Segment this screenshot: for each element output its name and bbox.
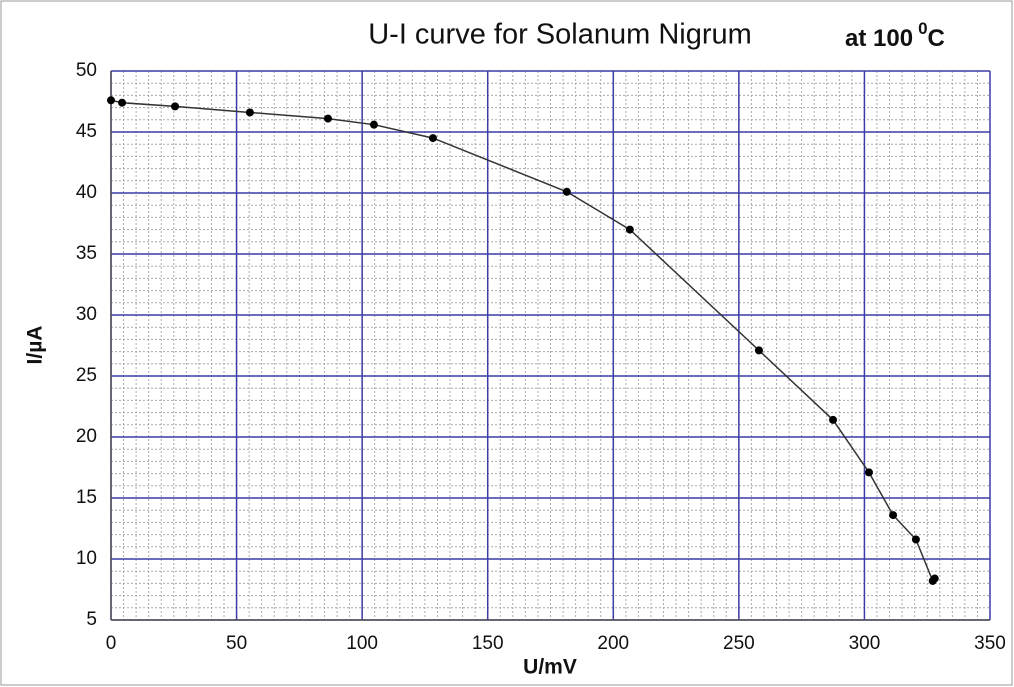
temperature-text: at 100 bbox=[845, 25, 913, 52]
point bbox=[118, 98, 127, 107]
y-tick-label: 25 bbox=[76, 365, 97, 386]
chart-title: U-I curve for Solanum Nigrum bbox=[368, 19, 752, 51]
y-tick-label: 15 bbox=[76, 487, 97, 508]
point bbox=[829, 415, 838, 424]
y-tick-label: 10 bbox=[76, 548, 97, 569]
temperature-unit: C bbox=[928, 25, 945, 52]
point bbox=[107, 96, 115, 105]
point bbox=[245, 108, 254, 117]
y-tick-label: 40 bbox=[76, 182, 97, 203]
x-tick-label: 150 bbox=[472, 633, 504, 654]
point bbox=[889, 511, 898, 520]
y-tick-label: 5 bbox=[86, 609, 97, 630]
point bbox=[369, 120, 378, 129]
temperature-sup: 0 bbox=[918, 19, 927, 38]
y-tick-label: 20 bbox=[76, 426, 97, 447]
x-tick-label: 50 bbox=[226, 633, 247, 654]
line bbox=[110, 99, 936, 583]
x-tick-label: 100 bbox=[346, 633, 378, 654]
x-tick-label: 200 bbox=[597, 633, 629, 654]
point bbox=[930, 574, 939, 583]
x-tick-label: 300 bbox=[849, 633, 881, 654]
y-tick-label: 35 bbox=[76, 243, 97, 264]
x-tick-label: 0 bbox=[106, 633, 117, 654]
x-tick-label: 250 bbox=[723, 633, 755, 654]
y-tick-label: 30 bbox=[76, 304, 97, 325]
temperature-label: at 100 0C bbox=[845, 19, 945, 52]
y-axis-label: I/µA bbox=[24, 326, 47, 365]
point bbox=[911, 535, 920, 544]
point bbox=[562, 187, 571, 196]
point bbox=[754, 346, 763, 355]
point bbox=[625, 225, 634, 234]
point bbox=[864, 468, 873, 477]
x-tick-label: 350 bbox=[974, 633, 1006, 654]
x-axis-label: U/mV bbox=[523, 656, 577, 679]
point bbox=[428, 134, 437, 143]
point bbox=[323, 114, 332, 123]
point bbox=[171, 102, 180, 111]
y-tick-label: 45 bbox=[76, 121, 97, 142]
y-tick-label: 50 bbox=[76, 60, 97, 81]
